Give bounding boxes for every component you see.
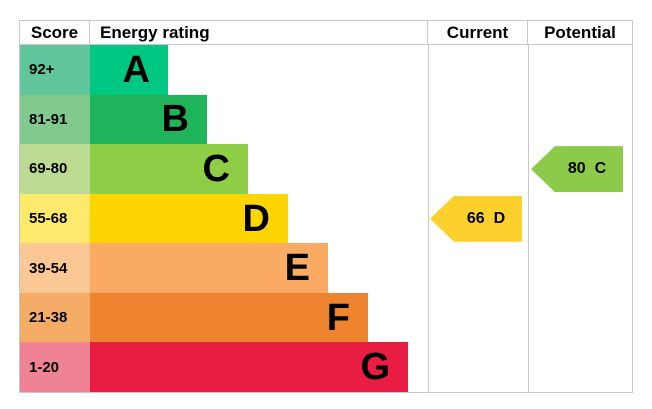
band-row: 55-68 D bbox=[20, 193, 632, 244]
band-bar-e: E bbox=[90, 243, 328, 293]
band-letter: E bbox=[284, 247, 310, 290]
table-header: Score Energy rating Current Potential bbox=[20, 21, 632, 45]
band-letter: C bbox=[202, 147, 230, 190]
band-bar-d: D bbox=[90, 193, 288, 244]
band-row: 81-91 B bbox=[20, 94, 632, 145]
band-score-range: 55-68 bbox=[20, 193, 90, 244]
band-score-range: 39-54 bbox=[20, 243, 90, 293]
bands-body: 92+ A 81-91 B 69-80 C 55-68 D 39-54 E 21… bbox=[20, 45, 632, 393]
band-letter: G bbox=[360, 346, 390, 389]
header-energy-rating: Energy rating bbox=[90, 21, 428, 44]
band-letter: D bbox=[242, 197, 270, 240]
band-score-range: 1-20 bbox=[20, 342, 90, 393]
band-bar-b: B bbox=[90, 94, 207, 145]
band-bar-g: G bbox=[90, 342, 408, 393]
band-letter: F bbox=[326, 296, 350, 339]
epc-table: Score Energy rating Current Potential 92… bbox=[19, 20, 633, 393]
header-potential: Potential bbox=[544, 22, 616, 42]
band-score-range: 81-91 bbox=[20, 94, 90, 145]
band-bar-f: F bbox=[90, 292, 368, 343]
band-row: 92+ A bbox=[20, 45, 632, 95]
band-letter: B bbox=[161, 98, 189, 141]
band-bar-a: A bbox=[90, 45, 168, 95]
band-letter: A bbox=[122, 48, 150, 91]
band-bar-c: C bbox=[90, 144, 248, 194]
band-row: 69-80 C bbox=[20, 144, 632, 194]
band-row: 1-20 G bbox=[20, 342, 632, 393]
band-row: 21-38 F bbox=[20, 292, 632, 343]
band-score-range: 69-80 bbox=[20, 144, 90, 194]
band-score-range: 92+ bbox=[20, 45, 90, 95]
header-current: Current bbox=[428, 21, 528, 44]
header-score: Score bbox=[20, 21, 90, 44]
band-row: 39-54 E bbox=[20, 243, 632, 293]
band-score-range: 21-38 bbox=[20, 292, 90, 343]
